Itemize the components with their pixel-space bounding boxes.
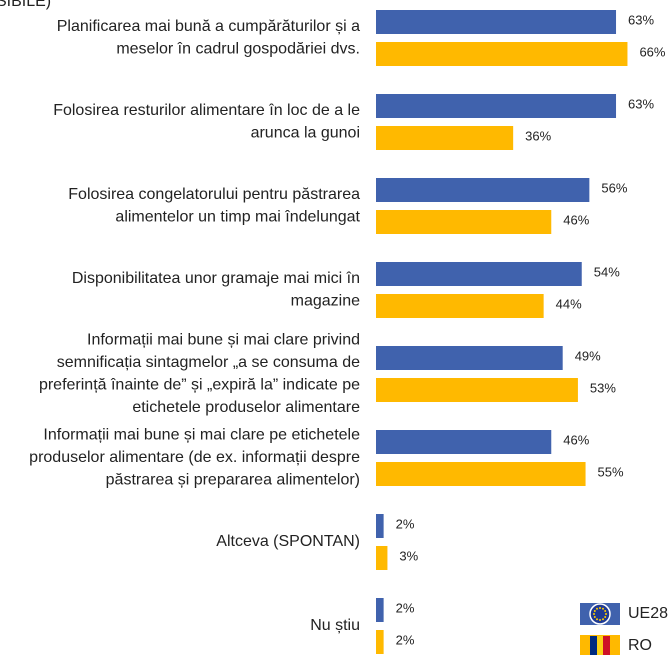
legend-flag-star	[596, 618, 598, 621]
value-label: 3%	[399, 548, 418, 563]
value-label: 46%	[563, 212, 589, 227]
category-label: Folosirea congelatorului pentru păstrare…	[68, 186, 360, 226]
value-label: 2%	[396, 516, 415, 531]
value-label: 56%	[601, 180, 627, 195]
bar	[376, 262, 582, 286]
bar	[376, 178, 590, 202]
value-label: 63%	[628, 12, 654, 27]
legend-flag-star	[593, 616, 596, 618]
bar	[376, 598, 384, 622]
legend-flag-star	[599, 619, 601, 621]
legend-flag-star	[599, 607, 601, 609]
legend-flag-star	[593, 613, 595, 615]
value-label: 2%	[396, 600, 415, 615]
legend-flag	[589, 603, 611, 625]
bar	[376, 42, 628, 66]
bar	[376, 346, 563, 370]
value-label: 46%	[563, 432, 589, 447]
legend-flag-star	[604, 610, 607, 612]
value-label: 49%	[575, 348, 601, 363]
value-label: 55%	[598, 464, 624, 479]
bar	[376, 430, 552, 454]
category-label: Folosirea resturilor alimentare în loc d…	[53, 102, 360, 142]
value-label: 54%	[594, 264, 620, 279]
category-label: Planificarea mai bună a cumpărăturilor ș…	[57, 18, 360, 58]
bar	[376, 294, 544, 318]
bar	[376, 546, 388, 570]
legend-label: UE28	[628, 605, 668, 622]
category-label: Nu știu	[310, 617, 360, 634]
bar	[376, 514, 384, 538]
bar	[376, 126, 514, 150]
legend-flag	[597, 636, 603, 655]
legend-flag-star	[605, 613, 607, 615]
category-label: Altceva (SPONTAN)	[216, 533, 360, 550]
value-label: 36%	[525, 128, 551, 143]
legend-flag-star	[596, 607, 598, 610]
value-label: 2%	[396, 632, 415, 647]
bar	[376, 462, 586, 486]
legend-flag	[603, 636, 610, 655]
category-label: Informații mai bune și mai clare privind…	[39, 331, 360, 416]
legend-flag-star	[593, 610, 596, 612]
bar	[376, 378, 578, 402]
category-label: Informații mai bune și mai clare pe etic…	[29, 427, 360, 489]
legend-flag-star	[602, 618, 604, 621]
category-label: Disponibilitatea unor gramaje mai mici î…	[72, 270, 360, 310]
legend-flag-star	[602, 607, 604, 610]
bar	[376, 10, 617, 34]
legend-label: RO	[628, 637, 652, 654]
legend-flag	[590, 636, 597, 655]
bar	[376, 630, 384, 654]
value-label: 44%	[556, 296, 582, 311]
value-label: 63%	[628, 96, 654, 111]
legend-flag-star	[604, 616, 607, 618]
value-label: 53%	[590, 380, 616, 395]
chart-title: SIBILE)	[0, 0, 51, 10]
bar	[376, 210, 552, 234]
bar	[376, 94, 617, 118]
value-label: 66%	[639, 44, 665, 59]
